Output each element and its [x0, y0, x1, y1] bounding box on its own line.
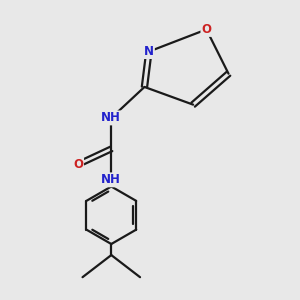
Text: O: O [201, 23, 212, 36]
Text: N: N [144, 45, 154, 58]
Text: O: O [73, 158, 83, 171]
Text: NH: NH [101, 173, 121, 186]
Text: NH: NH [101, 111, 121, 124]
